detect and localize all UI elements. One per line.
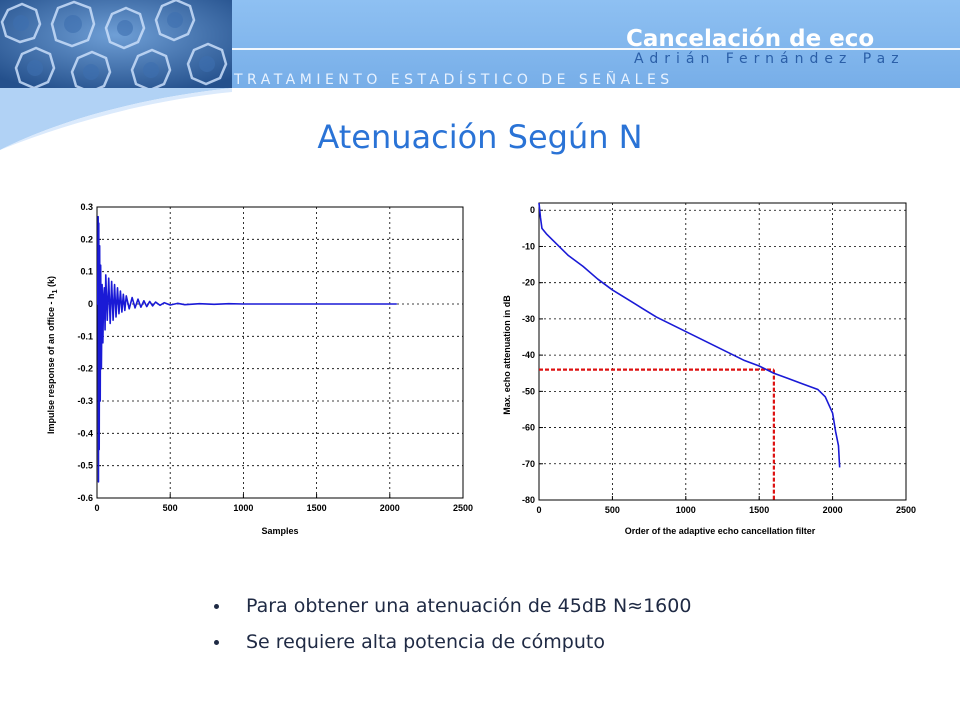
y-tick-label: -30 (522, 314, 535, 324)
data-series-line (538, 202, 841, 468)
y-tick-label: -0.2 (77, 364, 93, 374)
impulse-response-chart: 0 500 1000 1500 2000 2500 0.3 0.2 0.1 0 -0.1 -0.2 -0… (46, 202, 473, 536)
y-axis-label: Impulse response of an office - h1 (k) (46, 276, 59, 434)
header-texture-image (0, 0, 232, 88)
octagon-pattern-image (0, 0, 232, 88)
x-tick-label: 1500 (749, 505, 769, 515)
x-tick-label: 2500 (896, 505, 916, 515)
y-tick-label: -0.5 (77, 461, 93, 471)
x-tick-label: 2000 (823, 505, 843, 515)
plot-area (96, 206, 464, 499)
bullet-list: Para obtener una atenuación de 45dB N≈16… (210, 590, 691, 662)
bullet-dot-icon (214, 604, 219, 609)
y-tick-label: 0.2 (80, 234, 93, 244)
x-axis-label: Samples (261, 526, 298, 536)
y-tick-label: -50 (522, 386, 535, 396)
y-tick-label: -80 (522, 495, 535, 505)
deck-course: TRATAMIENTO ESTADÍSTICO DE SEÑALES (234, 72, 674, 88)
deck-author: Adrián Fernández Paz (634, 51, 905, 67)
y-tick-label: -0.4 (77, 428, 93, 438)
deck-title: Cancelación de eco (626, 26, 875, 52)
y-axis-label: Max. echo attenuation in dB (502, 295, 512, 415)
x-tick-label: 1500 (307, 503, 327, 513)
y-tick-label: 0 (530, 205, 535, 215)
x-tick-label: 1000 (676, 505, 696, 515)
y-tick-label: -10 (522, 241, 535, 251)
y-tick-label: -70 (522, 459, 535, 469)
y-tick-label: -60 (522, 423, 535, 433)
bullet-item: Para obtener una atenuación de 45dB N≈16… (210, 590, 691, 626)
y-tick-label: 0 (88, 299, 93, 309)
y-tick-label: 0.3 (80, 202, 93, 212)
x-tick-label: 2500 (453, 503, 473, 513)
x-tick-label: 1000 (233, 503, 253, 513)
y-tick-label: -0.3 (77, 396, 93, 406)
bullet-text: Se requiere alta potencia de cómputo (246, 631, 605, 653)
x-tick-label: 0 (536, 505, 541, 515)
x-tick-label: 500 (605, 505, 620, 515)
bullet-text: Para obtener una atenuación de 45dB N≈16… (246, 595, 692, 617)
y-tick-label: -0.6 (77, 493, 93, 503)
y-tick-label: -40 (522, 350, 535, 360)
header-banner: Cancelación de eco Adrián Fernández Paz … (0, 0, 960, 88)
x-tick-label: 0 (94, 503, 99, 513)
header-divider-line (232, 48, 960, 50)
slide-title: Atenuación Según N (317, 118, 643, 156)
echo-attenuation-chart: 0 500 1000 1500 2000 2500 0 -10 -20 -30 -40 -50 -60 -… (502, 202, 916, 536)
y-tick-label: 0.1 (80, 267, 93, 277)
x-tick-label: 500 (163, 503, 178, 513)
bullet-item: Se requiere alta potencia de cómputo (210, 626, 691, 662)
plot-area (538, 202, 907, 501)
x-axis-label: Order of the adaptive echo cancellation … (625, 526, 816, 536)
data-series-line (96, 215, 397, 483)
bullet-dot-icon (214, 640, 219, 645)
x-tick-label: 2000 (380, 503, 400, 513)
y-tick-label: -0.1 (77, 331, 93, 341)
y-tick-label: -20 (522, 278, 535, 288)
